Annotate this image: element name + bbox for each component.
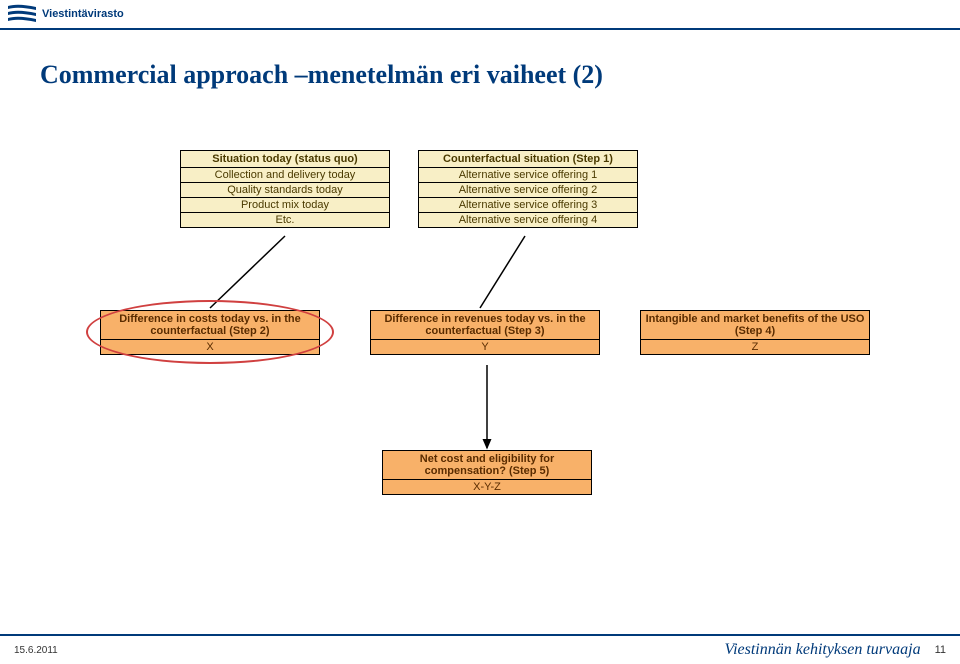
box-counterfactual: Counterfactual situation (Step 1)Alterna… xyxy=(418,150,638,228)
logo-icon xyxy=(8,3,36,25)
box-diff_rev: Difference in revenues today vs. in the … xyxy=(370,310,600,355)
page-title: Commercial approach –menetelmän eri vaih… xyxy=(40,60,960,90)
footer-page-number: 11 xyxy=(935,644,946,656)
highlight-circle xyxy=(86,300,334,364)
box-cell: Alternative service offering 1 xyxy=(419,168,637,183)
box-header: Situation today (status quo) xyxy=(181,151,389,168)
footer-bar: 15.6.2011 Viestinnän kehityksen turvaaja… xyxy=(0,634,960,664)
box-cell: Product mix today xyxy=(181,198,389,213)
box-cell: Alternative service offering 4 xyxy=(419,213,637,227)
box-cell: Collection and delivery today xyxy=(181,168,389,183)
box-cell: Alternative service offering 3 xyxy=(419,198,637,213)
box-situation: Situation today (status quo)Collection a… xyxy=(180,150,390,228)
box-header: Difference in revenues today vs. in the … xyxy=(371,311,599,340)
box-cell: X-Y-Z xyxy=(383,480,591,494)
box-cell: Etc. xyxy=(181,213,389,227)
box-header: Counterfactual situation (Step 1) xyxy=(419,151,637,168)
footer-right: Viestinnän kehityksen turvaaja 11 xyxy=(724,641,946,659)
box-netcost: Net cost and eligibility for compensatio… xyxy=(382,450,592,495)
box-cell: Y xyxy=(371,340,599,354)
footer-brand: Viestinnän kehityksen turvaaja xyxy=(724,641,920,659)
box-cell: Alternative service offering 2 xyxy=(419,183,637,198)
box-cell: Quality standards today xyxy=(181,183,389,198)
footer-date: 15.6.2011 xyxy=(14,645,58,656)
box-header: Intangible and market benefits of the US… xyxy=(641,311,869,340)
logo-text: Viestintävirasto xyxy=(42,8,124,20)
box-intangible: Intangible and market benefits of the US… xyxy=(640,310,870,355)
diagram-area: Situation today (status quo)Collection a… xyxy=(0,150,960,570)
header-bar: Viestintävirasto xyxy=(0,0,960,30)
box-cell: Z xyxy=(641,340,869,354)
box-header: Net cost and eligibility for compensatio… xyxy=(383,451,591,480)
